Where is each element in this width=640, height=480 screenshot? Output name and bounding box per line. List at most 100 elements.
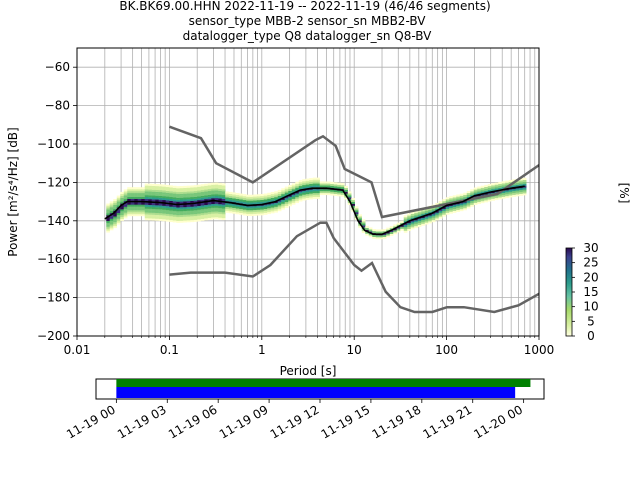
density-cell [284, 194, 289, 197]
density-cell [106, 226, 110, 229]
density-cell [148, 195, 152, 198]
density-cell [396, 222, 401, 225]
density-cell [340, 194, 345, 197]
density-cell [214, 184, 219, 187]
density-cell [186, 218, 191, 221]
density-cell [501, 196, 506, 199]
density-cell [130, 192, 135, 196]
density-cell [225, 210, 229, 213]
density-cell [106, 220, 110, 223]
density-cell [235, 200, 240, 203]
density-cell [501, 192, 506, 195]
density-cell [183, 201, 187, 204]
y-tick-label: −80 [45, 99, 70, 113]
density-cell [141, 187, 145, 190]
density-cell [347, 193, 352, 196]
density-cell [211, 201, 215, 205]
density-cell [291, 194, 296, 197]
density-cell [120, 216, 124, 219]
density-cell [263, 212, 268, 215]
density-cell [246, 198, 250, 201]
density-cell [211, 198, 215, 201]
density-cell [428, 221, 432, 224]
density-cell [165, 188, 170, 191]
density-cell [337, 192, 341, 195]
density-cell [438, 208, 443, 211]
density-cell [221, 187, 226, 190]
density-cell [179, 191, 184, 194]
density-cell [242, 197, 247, 201]
x-tick-label: 0.01 [64, 343, 91, 357]
density-cell [183, 218, 187, 221]
density-cell [162, 186, 166, 189]
density-cell [302, 194, 306, 197]
density-cell [470, 204, 474, 207]
density-cell [347, 191, 352, 194]
density-cell [277, 189, 282, 193]
density-cell [137, 202, 142, 205]
density-cell [480, 201, 485, 204]
density-cell [176, 207, 180, 210]
density-cell [165, 211, 170, 214]
density-cell [162, 217, 166, 220]
density-cell [204, 193, 208, 196]
density-cell [442, 210, 446, 213]
density-cell [186, 199, 191, 202]
density-cell [144, 198, 149, 202]
density-cell [253, 207, 257, 211]
chart-title-line-3: datalogger_type Q8 datalogger_sn Q8-BV [183, 29, 433, 43]
density-cell [155, 209, 159, 212]
density-cell [312, 185, 317, 188]
density-cell [445, 206, 450, 209]
density-cell [309, 191, 313, 194]
density-cell [200, 218, 205, 221]
density-cell [134, 189, 138, 192]
density-cell [505, 192, 509, 195]
density-cell [291, 198, 296, 201]
density-cell [165, 215, 170, 218]
density-cell [116, 197, 121, 200]
density-cell [438, 214, 443, 217]
density-cell [116, 210, 121, 214]
density-cell [190, 214, 194, 217]
density-cell [316, 181, 320, 184]
density-cell [148, 189, 152, 192]
timeline-tick-label: 11-19 18 [370, 402, 424, 441]
density-cell [172, 197, 177, 200]
density-cell [498, 195, 502, 198]
density-cell [235, 210, 240, 213]
density-cell [207, 194, 212, 197]
density-cell [298, 195, 303, 198]
density-cell [200, 197, 205, 200]
density-cell [169, 200, 173, 203]
density-cell [204, 216, 208, 219]
density-cell [165, 186, 170, 189]
timeline-green-bar [116, 379, 531, 387]
density-cell [169, 206, 173, 209]
density-cell [211, 213, 215, 216]
y-tick-label: −200 [37, 329, 70, 343]
density-cell [123, 208, 128, 211]
density-cell [438, 201, 443, 204]
density-cell [396, 226, 401, 229]
density-cell [333, 182, 338, 185]
density-cell [148, 204, 152, 207]
density-cell [424, 216, 429, 219]
density-cell [288, 188, 292, 191]
density-cell [127, 187, 131, 190]
density-cell [228, 191, 233, 195]
density-cell [120, 214, 124, 218]
density-cell [410, 225, 415, 228]
density-cell [165, 207, 170, 211]
density-cell [158, 193, 163, 196]
density-cell [508, 195, 513, 198]
noise-models [104, 125, 539, 314]
density-cell [207, 185, 212, 188]
density-cell [305, 178, 310, 181]
density-cell [228, 203, 233, 206]
density-cell [211, 215, 215, 218]
density-cell [302, 179, 306, 182]
density-cell [452, 210, 457, 213]
density-cell [242, 213, 247, 216]
density-cell [120, 201, 124, 204]
